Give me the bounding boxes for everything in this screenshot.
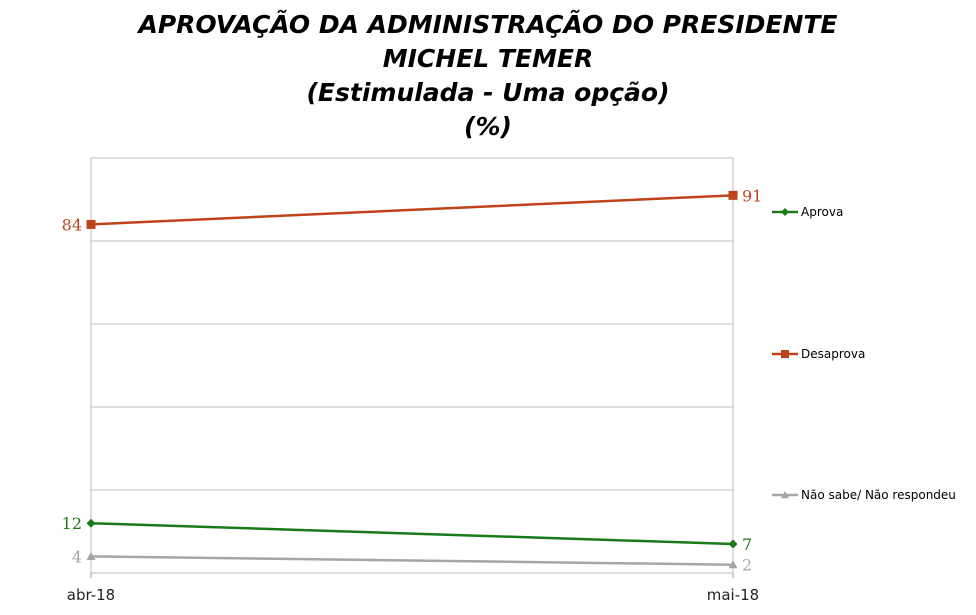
data-point bbox=[86, 551, 96, 560]
data-label: 84 bbox=[62, 215, 82, 234]
data-label: 12 bbox=[62, 514, 82, 533]
legend-marker bbox=[781, 208, 789, 216]
chart-title-line-2: MICHEL TEMER bbox=[382, 44, 594, 73]
series: 12 7 84 91 4 2 bbox=[62, 186, 763, 574]
x-tick-label: abr-18 bbox=[67, 586, 115, 604]
chart-title-line-4: (%) bbox=[464, 112, 512, 141]
series-line-0 bbox=[90, 521, 734, 546]
legend-label: Desaprova bbox=[801, 347, 865, 361]
series-line-1 bbox=[90, 194, 734, 226]
series-line-2 bbox=[90, 555, 734, 566]
x-tick-label: mai-18 bbox=[707, 586, 759, 604]
data-point bbox=[86, 518, 96, 528]
chart-title-line-3: (Estimulada - Uma opção) bbox=[306, 78, 670, 107]
legend-marker bbox=[781, 350, 789, 358]
data-point bbox=[86, 219, 96, 229]
legend: Aprova Desaprova Não sabe/ Não respondeu bbox=[772, 205, 956, 502]
chart-title-line-1: APROVAÇÃO DA ADMINISTRAÇÃO DO PRESIDENTE bbox=[138, 10, 838, 39]
axes: abr-18 mai-18 bbox=[67, 158, 759, 604]
data-label: 7 bbox=[742, 535, 752, 554]
data-point bbox=[728, 539, 738, 549]
data-point bbox=[728, 190, 738, 200]
data-point bbox=[728, 560, 738, 569]
data-label: 91 bbox=[742, 186, 762, 205]
grid bbox=[91, 157, 733, 574]
data-label: 4 bbox=[72, 547, 82, 566]
chart-title: APROVAÇÃO DA ADMINISTRAÇÃO DO PRESIDENTE… bbox=[0, 8, 976, 144]
legend-label: Aprova bbox=[801, 205, 843, 219]
data-label: 2 bbox=[742, 556, 752, 575]
legend-marker bbox=[781, 491, 789, 499]
legend-label: Não sabe/ Não respondeu bbox=[801, 488, 956, 502]
